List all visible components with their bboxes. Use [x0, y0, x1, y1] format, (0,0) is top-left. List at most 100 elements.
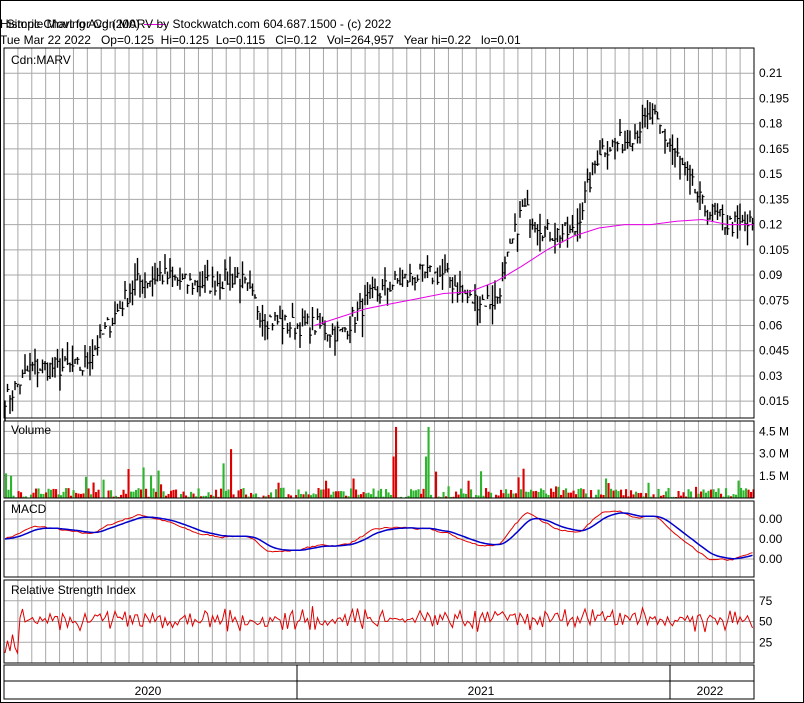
- volume-bar: [120, 494, 123, 498]
- panel-frame: [3, 579, 755, 664]
- volume-bar: [380, 488, 383, 498]
- volume-bar: [455, 491, 458, 498]
- panel-frame: [3, 420, 755, 499]
- volume-bar: [540, 488, 543, 498]
- volume-bar: [372, 488, 375, 498]
- volume-bar: [627, 496, 630, 498]
- volume-bar: [385, 489, 388, 498]
- macd-ytick-label: 0.00: [759, 532, 783, 546]
- volume-ytick-label: 1.5 M: [759, 469, 789, 483]
- volume-bar: [197, 488, 200, 498]
- volume-bar: [137, 488, 140, 498]
- volume-bar: [45, 492, 48, 498]
- volume-bar: [390, 494, 393, 498]
- volume-bar: [182, 491, 185, 498]
- x-axis-strip: [3, 664, 755, 682]
- volume-bar: [22, 496, 25, 498]
- volume-bar: [95, 492, 98, 498]
- volume-ytick-label: 3.0 M: [759, 447, 789, 461]
- volume-bar: [530, 489, 533, 498]
- volume-bar: [170, 490, 173, 498]
- volume-panel-title: Volume: [11, 423, 51, 437]
- volume-bar: [605, 478, 608, 498]
- volume-bar: [607, 483, 610, 498]
- volume-bar: [175, 489, 178, 498]
- volume-bar: [515, 493, 518, 498]
- volume-bar: [322, 489, 325, 498]
- volume-bar: [735, 494, 738, 498]
- volume-bar: [215, 489, 218, 498]
- volume-bar: [720, 493, 723, 498]
- volume-bar: [545, 493, 548, 498]
- volume-bar: [85, 476, 88, 498]
- x-label-2022: 2022: [697, 684, 724, 698]
- volume-bar: [242, 488, 245, 498]
- volume-bar: [367, 492, 370, 498]
- volume-bar: [400, 496, 403, 498]
- rsi-ytick-label: 50: [759, 615, 773, 629]
- volume-bar: [87, 488, 90, 498]
- volume-bar: [577, 488, 580, 498]
- volume-bar: [32, 492, 35, 498]
- volume-bar: [477, 495, 480, 498]
- volume-bar: [425, 456, 428, 498]
- volume-bar: [10, 475, 13, 498]
- volume-bar: [447, 486, 450, 498]
- volume-bar: [672, 496, 675, 498]
- volume-bar: [190, 491, 193, 498]
- volume-bar: [732, 494, 735, 498]
- volume-bar: [132, 491, 135, 498]
- volume-bar: [647, 482, 650, 498]
- volume-bar: [415, 490, 418, 498]
- volume-bar: [717, 488, 720, 498]
- volume-bar: [52, 488, 55, 498]
- volume-bar: [330, 494, 333, 498]
- volume-bar: [335, 491, 338, 498]
- volume-bar: [80, 493, 83, 498]
- volume-bar: [650, 496, 653, 498]
- volume-bar: [677, 490, 680, 498]
- volume-bar: [712, 489, 715, 498]
- sma-200-line: [314, 218, 754, 326]
- price-ytick-label: 0.21: [759, 66, 783, 80]
- volume-bar: [82, 493, 85, 498]
- volume-bar: [37, 488, 40, 498]
- volume-bar: [265, 496, 268, 498]
- volume-bar: [312, 493, 315, 498]
- volume-bar: [70, 495, 73, 498]
- panel-frame: [3, 47, 755, 419]
- x-label-2020: 2020: [135, 684, 162, 698]
- volume-bar: [395, 426, 398, 498]
- volume-bar: [510, 489, 513, 498]
- volume-bar: [20, 492, 23, 498]
- volume-bar: [527, 491, 530, 498]
- volume-bar: [585, 493, 588, 498]
- volume-bar: [370, 494, 373, 498]
- volume-bar: [140, 489, 143, 498]
- volume-bar: [72, 490, 75, 498]
- volume-bar: [345, 495, 348, 498]
- volume-bar: [35, 488, 38, 498]
- price-panel-title: Cdn:MARV: [11, 53, 71, 67]
- volume-bar: [705, 492, 708, 498]
- volume-bar: [437, 496, 440, 498]
- volume-bar: [160, 484, 163, 498]
- volume-bar: [670, 496, 673, 498]
- volume-bar: [90, 494, 93, 498]
- volume-bar: [302, 494, 305, 498]
- volume-bar: [290, 495, 293, 498]
- price-ytick-label: 0.135: [759, 192, 789, 206]
- volume-bar: [522, 468, 525, 498]
- volume-bar: [550, 488, 553, 498]
- volume-bar: [637, 493, 640, 498]
- volume-bar: [310, 495, 313, 498]
- volume-bar: [377, 490, 380, 498]
- volume-bar: [562, 490, 565, 498]
- volume-bar: [147, 496, 150, 498]
- volume-bar: [615, 489, 618, 498]
- volume-bar: [247, 496, 250, 498]
- volume-bar: [580, 488, 583, 498]
- volume-bar: [122, 489, 125, 498]
- price-ytick-label: 0.18: [759, 117, 783, 131]
- volume-bar: [462, 493, 465, 498]
